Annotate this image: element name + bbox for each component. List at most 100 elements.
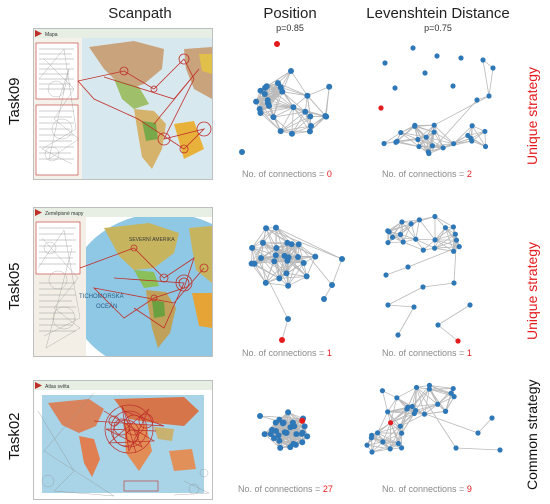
graph-edge — [434, 247, 454, 252]
graph-edge — [377, 422, 391, 434]
strategy-label-task05: Unique strategy — [524, 241, 540, 340]
participant-node — [453, 237, 460, 243]
row-label-task09: Task09 — [6, 77, 23, 125]
graph-edge — [251, 227, 267, 249]
participant-node — [277, 444, 284, 451]
connections-value: 1 — [326, 348, 332, 358]
graph-edge — [437, 396, 455, 405]
connections-label: No. of connections = — [238, 484, 321, 494]
participant-node — [276, 275, 283, 282]
connections-value: 1 — [466, 348, 472, 358]
graph-edge — [397, 426, 401, 444]
graph-edge — [401, 219, 420, 223]
graph-edge — [443, 140, 472, 149]
graph-edge — [434, 239, 457, 249]
graph-edges — [366, 384, 501, 453]
graph-edge — [254, 263, 280, 279]
highlighted-participant-node — [378, 105, 384, 111]
graph-edge — [307, 95, 312, 127]
participant-node — [392, 85, 398, 91]
strategy-label-task09: Unique strategy — [524, 66, 540, 165]
graph-edge — [273, 106, 294, 118]
scanpath-map-task02: Atlas světa — [33, 380, 213, 500]
graph-edge — [401, 413, 415, 434]
participant-node — [281, 252, 288, 259]
highlighted-participant-node — [455, 338, 461, 344]
levenshtein-connections-task02: No. of connections = 9 — [382, 484, 472, 494]
graph-edge — [254, 263, 267, 284]
graph-edge — [397, 140, 420, 147]
graph-edge — [266, 70, 292, 87]
participant-node — [308, 123, 315, 130]
graph-edge — [287, 262, 305, 286]
participant-node — [423, 134, 429, 140]
connections-label: No. of connections = — [382, 169, 465, 179]
participant-node — [321, 296, 327, 302]
participant-node — [271, 258, 278, 265]
graph-edge — [445, 393, 452, 412]
participant-node — [399, 430, 405, 436]
graph-edge — [280, 86, 308, 97]
participant-node — [285, 282, 292, 289]
participant-node — [287, 444, 294, 451]
participant-node — [450, 385, 456, 392]
participant-node — [271, 435, 278, 442]
participant-node — [277, 128, 284, 135]
graph-edge — [382, 432, 402, 443]
graph-edge — [411, 216, 436, 225]
levenshtein-p-value: p=0.75 — [424, 23, 452, 33]
participant-node — [287, 424, 294, 431]
graph-edge — [396, 397, 413, 407]
graph-edge — [400, 132, 419, 140]
connections-value: 2 — [466, 169, 472, 179]
participant-node — [290, 104, 297, 111]
graph-edge — [290, 70, 308, 96]
map-label-pacific: TICHOMORSKÁ — [79, 293, 124, 300]
graph-edge — [273, 116, 293, 135]
levenshtein-connections-task05: No. of connections = 1 — [382, 348, 472, 358]
participant-node — [426, 150, 432, 157]
participant-node — [369, 449, 375, 455]
map-label-ocean: OCEÁN — [96, 303, 117, 310]
graph-edge — [400, 132, 427, 138]
position-graph-task09 — [229, 38, 349, 168]
highlighted-participant-node — [274, 41, 280, 47]
highlighted-participant-node — [279, 337, 285, 343]
graph-edge — [275, 227, 285, 256]
participant-node — [382, 60, 388, 66]
connections-label: No. of connections = — [242, 169, 325, 179]
graph-edge — [415, 238, 436, 241]
graph-edge — [414, 125, 429, 153]
participant-node — [306, 128, 313, 135]
participant-node — [287, 67, 294, 74]
graph-edge — [387, 286, 424, 306]
participant-node — [339, 256, 345, 262]
participant-node — [395, 332, 401, 338]
participant-node — [443, 408, 449, 414]
graph-edge — [390, 408, 408, 424]
participant-node — [368, 435, 374, 441]
graph-edge — [415, 388, 430, 411]
participant-node — [429, 143, 436, 149]
graph-edge — [277, 82, 308, 97]
graph-edge — [254, 261, 275, 265]
graph-edge — [291, 243, 305, 264]
participant-node — [431, 122, 437, 128]
graph-edge — [366, 444, 391, 450]
graph-edge — [424, 410, 446, 415]
participant-node — [239, 149, 245, 155]
graph-edge — [293, 106, 312, 127]
graph-edge — [419, 219, 436, 241]
graph-edge — [306, 256, 316, 277]
graph-edge — [411, 385, 430, 407]
graph-edge — [482, 59, 490, 97]
graph-edge — [445, 227, 454, 252]
participant-node — [451, 141, 457, 147]
participant-node — [398, 445, 405, 451]
participant-node — [304, 92, 311, 99]
participant-node — [416, 217, 423, 223]
graph-edge — [377, 425, 401, 434]
graph-edge — [471, 125, 486, 147]
graph-edge — [265, 227, 288, 244]
participant-node — [385, 239, 391, 246]
